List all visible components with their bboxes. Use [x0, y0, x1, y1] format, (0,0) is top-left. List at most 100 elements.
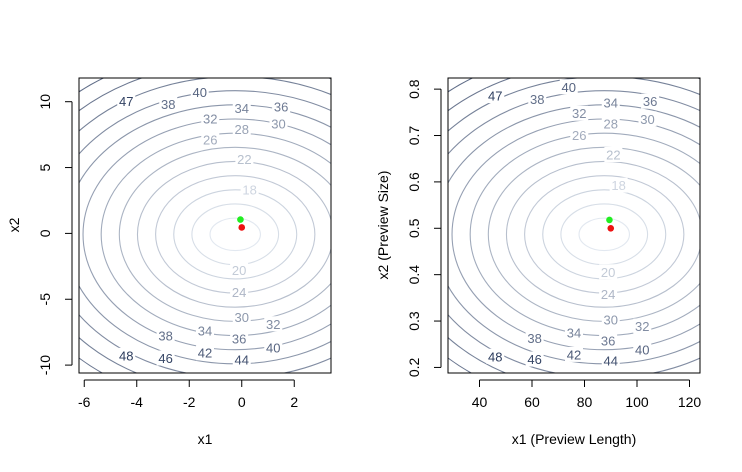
y-tick-label: 0.7	[406, 126, 422, 146]
contour-line-28	[469, 132, 700, 337]
contour-line-20	[173, 189, 298, 280]
contour-label-bg	[641, 93, 660, 109]
contour-label-bg	[232, 351, 251, 367]
contour-label-bg	[609, 177, 628, 193]
contour-label-bg	[599, 264, 618, 280]
left-plot-frame	[78, 77, 332, 374]
contour-label: 34	[235, 101, 249, 116]
right-contour-lines	[289, 0, 742, 472]
contour-label-bg	[117, 347, 136, 363]
y-tick-label: 0	[37, 229, 53, 237]
contour-label: 34	[604, 96, 618, 111]
contour-label-bg	[196, 345, 214, 361]
x-tick-label: -4	[131, 394, 144, 410]
right-points	[606, 216, 615, 232]
contour-label: 24	[232, 285, 246, 300]
y-tick-label: 0.6	[406, 172, 422, 192]
contour-label: 22	[606, 147, 620, 162]
left-y-axis: -10 -5 0 5 10	[37, 94, 73, 375]
contour-label: 40	[562, 80, 576, 95]
contour-label: 36	[232, 331, 246, 346]
contour-line-30	[82, 118, 331, 351]
contour-label: 34	[567, 326, 581, 341]
y-tick-label: -10	[37, 355, 53, 375]
right-plot-frame	[447, 77, 701, 374]
left-contour-labels: 47 38 40 34 36 32 28 30 26 22 18 20 24 30 32 34 36 38 40 42…	[117, 84, 291, 367]
contour-label-bg	[232, 309, 251, 325]
contour-label-bg	[525, 351, 544, 367]
contour-label: 30	[640, 112, 654, 127]
contour-label: 32	[572, 106, 586, 121]
right-contour-plot: 47 38 40 34 36 32 28 30 26 22 18 20 24 30 32 34 36 38 40 42…	[289, 0, 742, 472]
contour-label: 32	[203, 111, 217, 126]
contour-label: 36	[643, 94, 657, 109]
x-tick-label: 120	[678, 394, 702, 410]
contour-label: 36	[274, 99, 288, 114]
contour-label-bg	[235, 151, 254, 167]
contour-label: 28	[235, 122, 249, 137]
contour-label-bg	[525, 330, 544, 346]
contour-line-36	[448, 78, 700, 373]
contour-label: 32	[266, 317, 280, 332]
contour-label: 24	[601, 287, 615, 302]
green-point	[606, 216, 613, 224]
y-tick-label: 0.2	[406, 357, 422, 377]
contour-label: 40	[193, 85, 207, 100]
contour-label: 28	[604, 116, 618, 131]
contour-label: 42	[198, 346, 212, 361]
contour-label: 18	[611, 178, 625, 193]
contour-label: 47	[119, 94, 133, 109]
contour-label-bg	[486, 88, 505, 104]
contour-line-34	[448, 90, 700, 373]
contour-label: 46	[527, 352, 541, 367]
contour-label: 38	[161, 97, 175, 112]
contour-label-bg	[633, 318, 652, 334]
contour-line-24	[136, 160, 331, 308]
contour-label: 40	[635, 342, 649, 357]
contour-label-bg	[190, 84, 209, 100]
contour-line-16	[209, 217, 261, 252]
contour-label-bg	[230, 330, 249, 346]
contour-label: 18	[242, 182, 256, 197]
contour-label: 30	[271, 117, 285, 132]
contour-label-bg	[528, 91, 547, 107]
contour-label: 48	[488, 349, 502, 364]
y-tick-label: 5	[37, 163, 53, 171]
right-contour-labels: 47 38 40 34 36 32 28 30 26 22 18 20 24 30 32 34 36 38 40 42…	[486, 79, 660, 368]
contour-label-bg	[601, 312, 620, 328]
contour-label-bg	[232, 121, 251, 137]
contour-label: 22	[237, 152, 251, 167]
contour-label: 26	[572, 128, 586, 143]
y-tick-label: -5	[37, 293, 53, 306]
right-x-axis: 40 60 80 100 120	[472, 379, 702, 410]
contour-label: 40	[266, 340, 280, 355]
contour-label-bg	[599, 286, 618, 302]
contour-label-bg	[601, 95, 620, 111]
contour-label: 30	[235, 310, 249, 325]
right-y-axis: 0.2 0.3 0.4 0.5 0.6 0.7 0.8	[406, 79, 442, 377]
red-point	[238, 224, 246, 231]
contour-label-bg	[230, 262, 249, 278]
contour-label-bg	[201, 131, 220, 147]
contour-line-28	[100, 132, 331, 337]
y-tick-label: 10	[37, 94, 53, 110]
contour-line-18	[191, 203, 280, 266]
x-tick-label: -6	[78, 394, 91, 410]
y-tick-label: 0.4	[406, 265, 422, 285]
contour-label: 46	[158, 351, 172, 366]
contour-label-bg	[570, 127, 589, 143]
x-tick-label: 60	[524, 394, 540, 410]
contour-line-24	[505, 160, 700, 308]
contour-line-48	[289, 0, 742, 472]
contour-label-bg	[601, 352, 620, 368]
contour-label: 20	[601, 265, 615, 280]
y-tick-label: 0.5	[406, 218, 422, 238]
contour-line-34	[79, 90, 331, 373]
contour-line-32	[448, 104, 700, 365]
contour-label-bg	[156, 350, 175, 366]
right-x-axis-title: x1 (Preview Length)	[512, 431, 637, 447]
contour-label-bg	[196, 322, 214, 338]
contour-label-bg	[559, 79, 578, 95]
